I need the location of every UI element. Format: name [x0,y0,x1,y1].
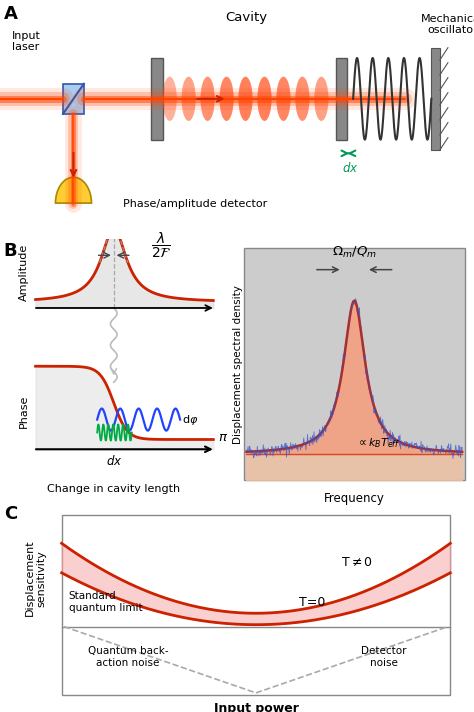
Text: Detector
noise: Detector noise [361,646,407,668]
Text: Displacement spectral density: Displacement spectral density [233,285,244,444]
Text: Displacement
sensitivity: Displacement sensitivity [25,540,46,617]
Text: $dx$: $dx$ [106,454,122,468]
Text: Mechanical
oscillator: Mechanical oscillator [421,14,474,35]
Text: B: B [4,242,18,261]
Text: Amplitude: Amplitude [18,244,29,300]
Bar [151,58,163,140]
Ellipse shape [295,77,310,121]
Ellipse shape [276,77,291,121]
Bar [62,515,450,695]
Ellipse shape [257,77,272,121]
Bar [336,58,347,140]
Ellipse shape [201,77,215,121]
Text: C: C [4,505,17,523]
Text: T=0: T=0 [299,596,325,609]
Ellipse shape [182,77,196,121]
Ellipse shape [314,77,328,121]
Text: $\Omega_m/Q_m$: $\Omega_m/Q_m$ [332,246,377,261]
Bar [431,48,440,150]
Text: Input
laser: Input laser [12,31,40,52]
Wedge shape [55,177,91,203]
Text: $\propto k_B T_{eff}$: $\propto k_B T_{eff}$ [356,436,400,451]
Ellipse shape [163,77,177,121]
Ellipse shape [238,77,253,121]
Text: $\dfrac{\lambda}{2\mathcal{F}}$: $\dfrac{\lambda}{2\mathcal{F}}$ [151,231,172,261]
Bar [244,248,465,481]
Text: d$\varphi$: d$\varphi$ [182,412,199,426]
Text: Phase: Phase [18,394,29,428]
Text: Phase/amplitude detector: Phase/amplitude detector [123,199,267,209]
Text: Cavity: Cavity [226,11,267,23]
Text: Change in cavity length: Change in cavity length [47,483,180,493]
Text: $dx$: $dx$ [342,162,358,175]
Text: $\pi$: $\pi$ [218,431,228,444]
Text: A: A [4,6,18,23]
Text: Frequency: Frequency [324,491,385,505]
Ellipse shape [219,77,234,121]
Text: Quantum back-
action noise: Quantum back- action noise [88,646,168,668]
Text: Input power: Input power [213,702,299,712]
Polygon shape [63,84,84,114]
Text: Standard
quantum limit: Standard quantum limit [69,591,142,612]
Text: T$\neq$0: T$\neq$0 [341,555,374,568]
